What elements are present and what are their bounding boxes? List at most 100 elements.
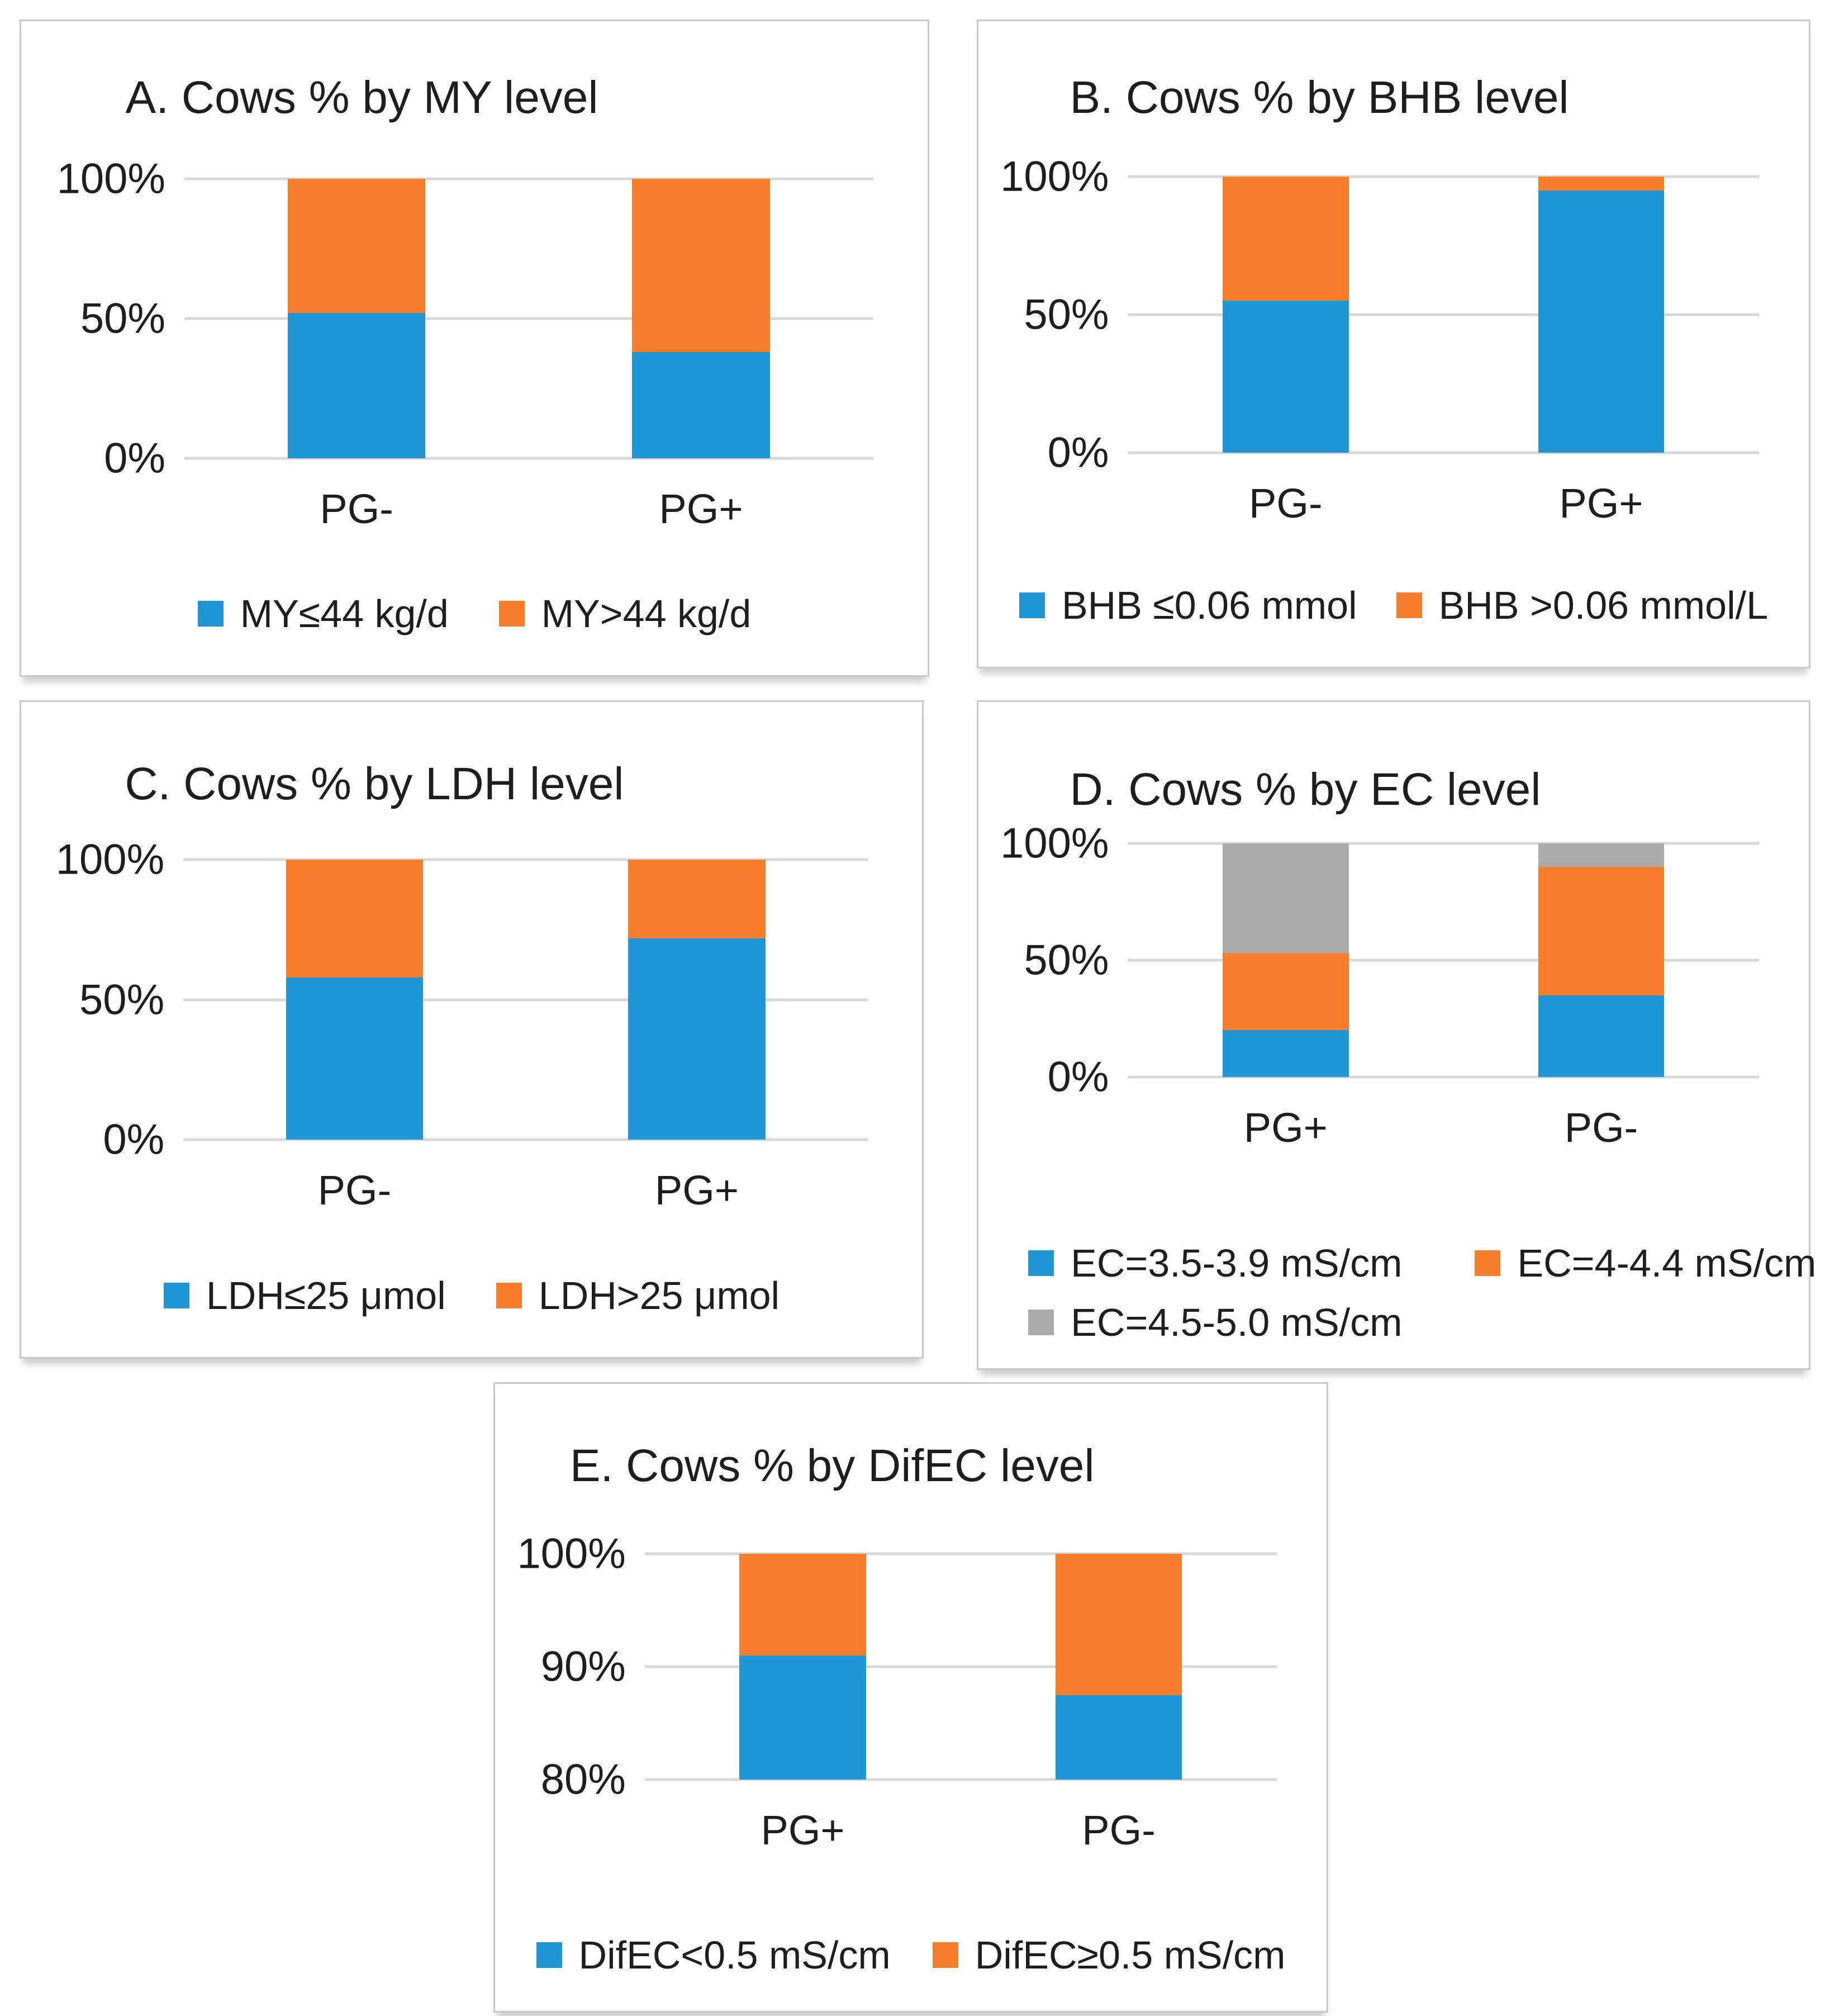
chart-title-d: D. Cows % by EC level <box>1070 764 1541 815</box>
x-axis-category-label: PG- <box>320 485 393 532</box>
legend-row: EC=4.5-5.0 mS/cm <box>1028 1300 1402 1345</box>
gridline-0% <box>184 457 873 460</box>
gridline-100% <box>1128 842 1759 845</box>
gridline-0% <box>1128 451 1759 454</box>
legend-swatch-orange-icon <box>496 1283 522 1308</box>
legend-item: BHB >0.06 mmol/L <box>1396 583 1768 628</box>
y-axis-tick-label: 100% <box>517 1530 626 1578</box>
bar-segment-PG+-gray <box>1222 843 1349 954</box>
gridline-0% <box>183 1138 868 1141</box>
legend-c: LDH≤25 μmol LDH>25 μmol <box>21 1273 922 1318</box>
bar-segment-PG--blue <box>1055 1695 1182 1780</box>
legend-item: LDH≤25 μmol <box>163 1273 446 1318</box>
y-axis-tick-label: 100% <box>56 155 165 203</box>
bar-segment-PG+-blue <box>739 1655 866 1780</box>
legend-swatch-blue-icon <box>1028 1250 1054 1276</box>
x-axis-category-label: PG+ <box>1559 480 1643 526</box>
bar-segment-PG+-orange <box>739 1554 866 1656</box>
legend-label: LDH>25 μmol <box>538 1274 780 1317</box>
y-axis-tick-label: 80% <box>540 1756 626 1804</box>
legend-item: BHB ≤0.06 mmol <box>1019 583 1357 628</box>
chart-panel-d: D. Cows % by EC level 0% 50% 100% PG+ PG- EC… <box>977 700 1816 1370</box>
legend-label: BHB >0.06 mmol/L <box>1438 584 1769 627</box>
gridline-0% <box>1128 1075 1759 1079</box>
chart-title-b: B. Cows % by BHB level <box>1070 72 1569 123</box>
y-axis-tick-label: 0% <box>1047 429 1109 477</box>
gridline-100% <box>184 177 873 181</box>
chart-panel-b: B. Cows % by BHB level 0% 50% 100% PG- PG+ B… <box>977 20 1810 668</box>
plot-area-e: 80% 90% 100% PG+ PG- <box>517 1530 1277 1853</box>
bar-segment-PG--blue <box>286 977 423 1140</box>
chart-panel-c: C. Cows % by LDH level 0% 50% 100% PG- PG+ L… <box>20 700 924 1359</box>
legend-label: EC=4.5-5.0 mS/cm <box>1071 1301 1403 1344</box>
legend-label: MY>44 kg/d <box>541 592 752 635</box>
gridline-50% <box>1128 313 1759 316</box>
chart-title-a: A. Cows % by MY level <box>125 72 598 123</box>
y-axis-tick-label: 100% <box>1000 153 1109 201</box>
y-axis-tick-label: 90% <box>540 1643 626 1691</box>
chart-panel-e: E. Cows % by DifEC level 80% 90% 100% PG+ PG… <box>493 1382 1328 2013</box>
legend-item: MY>44 kg/d <box>498 591 752 636</box>
bar-segment-PG+-orange <box>632 178 770 352</box>
bar-segment-PG--blue <box>1538 995 1665 1078</box>
legend-swatch-blue-icon <box>1019 592 1045 618</box>
legend-item: EC=4-4.4 mS/cm <box>1475 1241 1816 1286</box>
bar-segment-PG--orange <box>286 860 423 978</box>
chart-title-c: C. Cows % by LDH level <box>125 758 624 809</box>
y-axis-tick-label: 50% <box>80 295 165 343</box>
legend-item: DifEC≥0.5 mS/cm <box>932 1933 1285 1977</box>
gridline-100% <box>183 858 868 861</box>
legend-item: EC=4.5-5.0 mS/cm <box>1028 1300 1402 1345</box>
bar-segment-PG+-orange <box>628 860 766 938</box>
x-axis-category-label: PG- <box>1564 1104 1638 1151</box>
bar-segment-PG--orange <box>1538 866 1665 995</box>
x-axis-category-label: PG- <box>1082 1806 1156 1853</box>
legend-item: MY≤44 kg/d <box>197 591 449 636</box>
y-axis-tick-label: 50% <box>1024 291 1109 339</box>
legend-swatch-orange-icon <box>1396 592 1422 618</box>
legend-swatch-blue-icon <box>163 1283 189 1308</box>
legend-row: EC=3.5-3.9 mS/cm EC=4-4.4 mS/cm <box>1028 1241 1816 1286</box>
legend-item: DifEC<0.5 mS/cm <box>536 1933 891 1977</box>
y-axis-tick-label: 0% <box>1047 1053 1109 1101</box>
gridline-100% <box>644 1552 1277 1555</box>
legend-e: DifEC<0.5 mS/cm DifEC≥0.5 mS/cm <box>495 1933 1327 1977</box>
legend-swatch-gray-icon <box>1028 1310 1054 1335</box>
legend-swatch-orange-icon <box>498 601 525 627</box>
x-axis-category-label: PG+ <box>1243 1104 1328 1151</box>
gridline-100% <box>1128 175 1759 178</box>
y-axis-tick-label: 50% <box>1024 936 1109 984</box>
y-axis-tick-label: 100% <box>55 836 165 884</box>
legend-d: EC=3.5-3.9 mS/cm EC=4-4.4 mS/cm EC=4.5-5… <box>1028 1241 1816 1345</box>
legend-label: EC=3.5-3.9 mS/cm <box>1071 1241 1403 1285</box>
legend-swatch-blue-icon <box>197 601 224 627</box>
plot-area-d: 0% 50% 100% PG+ PG- <box>1000 819 1759 1151</box>
legend-swatch-orange-icon <box>932 1942 958 1968</box>
gridline-50% <box>1128 959 1759 962</box>
bar-segment-PG--blue <box>287 312 426 458</box>
plot-area-c: 0% 50% 100% PG- PG+ <box>56 836 868 1213</box>
gridline-50% <box>184 317 873 320</box>
x-axis-category-label: PG+ <box>659 485 743 532</box>
bar-segment-PG+-blue <box>1222 1030 1349 1078</box>
bar-segment-PG--blue <box>1222 301 1349 453</box>
legend-b: BHB ≤0.06 mmol BHB >0.06 mmol/L <box>978 583 1809 628</box>
chart-panel-a: A. Cows % by MY level 0% 50% 100% PG- PG+ MY… <box>20 20 929 677</box>
gridline-90% <box>644 1665 1277 1668</box>
bar-segment-PG+-blue <box>1538 191 1665 453</box>
bar-segment-PG--orange <box>1055 1554 1182 1695</box>
gridline-80% <box>644 1778 1277 1781</box>
legend-swatch-orange-icon <box>1475 1250 1501 1276</box>
bar-segment-PG+-orange <box>1222 953 1349 1031</box>
bar-segment-PG--orange <box>287 178 426 313</box>
legend-a: MY≤44 kg/d MY>44 kg/d <box>21 591 928 636</box>
plot-area-a: 0% 50% 100% PG- PG+ <box>57 155 873 532</box>
x-axis-category-label: PG+ <box>654 1166 739 1213</box>
x-axis-category-label: PG+ <box>761 1806 845 1853</box>
legend-label: LDH≤25 μmol <box>206 1274 446 1317</box>
gridline-50% <box>183 998 868 1002</box>
y-axis-tick-label: 0% <box>104 434 165 482</box>
plot-area-b: 0% 50% 100% PG- PG+ <box>1000 153 1759 526</box>
bar-segment-PG--gray <box>1538 843 1665 867</box>
legend-item: LDH>25 μmol <box>496 1273 780 1318</box>
